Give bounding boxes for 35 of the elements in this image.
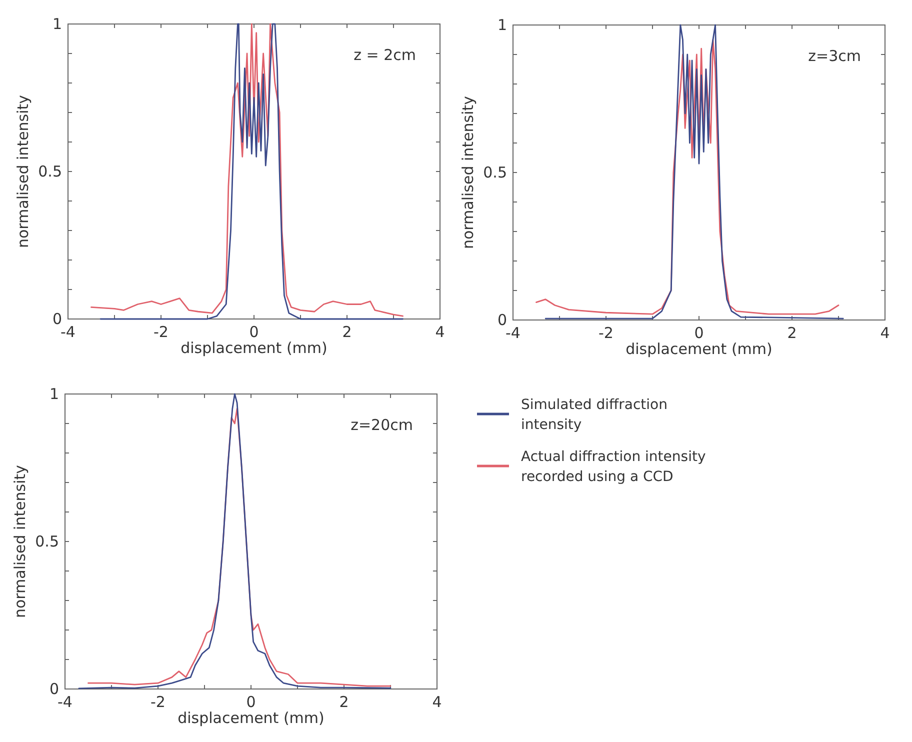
y-axis-title: normalised intensity bbox=[459, 96, 477, 250]
y-tick-label: 0.5 bbox=[483, 164, 507, 182]
y-axis-title: normalised intensity bbox=[14, 94, 32, 248]
annotation: z=3cm bbox=[808, 47, 861, 65]
y-tick-label: 1 bbox=[497, 16, 507, 34]
x-tick-label: 2 bbox=[339, 693, 349, 711]
x-tick-label: 0 bbox=[249, 323, 259, 341]
x-tick-label: -2 bbox=[598, 324, 614, 342]
x-axis-title: displacement (mm) bbox=[626, 340, 772, 358]
y-tick-label: 0.5 bbox=[35, 532, 59, 550]
annotation: z=20cm bbox=[350, 416, 413, 434]
y-tick-label: 0 bbox=[497, 311, 507, 329]
x-tick-label: 0 bbox=[246, 693, 256, 711]
x-axis-title: displacement (mm) bbox=[178, 709, 324, 727]
annotation: z = 2cm bbox=[354, 46, 416, 64]
x-tick-label: -4 bbox=[58, 693, 72, 711]
x-tick-label: -2 bbox=[154, 323, 168, 341]
x-tick-label: 4 bbox=[435, 323, 445, 341]
x-tick-label: -4 bbox=[60, 323, 76, 341]
x-tick-label: 2 bbox=[787, 324, 797, 342]
x-tick-label: -4 bbox=[506, 324, 520, 342]
legend-label: Actual diffraction intensity recorded using a CCD bbox=[521, 449, 706, 485]
x-tick-label: 4 bbox=[432, 693, 442, 711]
y-tick-label: 1 bbox=[49, 385, 59, 403]
y-axis-title: normalised intensity bbox=[11, 464, 29, 618]
y-tick-label: 1 bbox=[52, 15, 62, 33]
y-tick-label: 0 bbox=[49, 680, 59, 698]
y-tick-label: 0 bbox=[52, 310, 62, 328]
legend-label: Simulated diffraction intensity bbox=[521, 397, 668, 433]
x-axis-title: displacement (mm) bbox=[180, 339, 328, 357]
y-tick-label: 0.5 bbox=[38, 162, 62, 180]
x-tick-label: -2 bbox=[150, 693, 166, 711]
x-tick-label: 2 bbox=[342, 323, 352, 341]
x-tick-label: 4 bbox=[880, 324, 890, 342]
x-tick-label: 0 bbox=[694, 324, 704, 342]
